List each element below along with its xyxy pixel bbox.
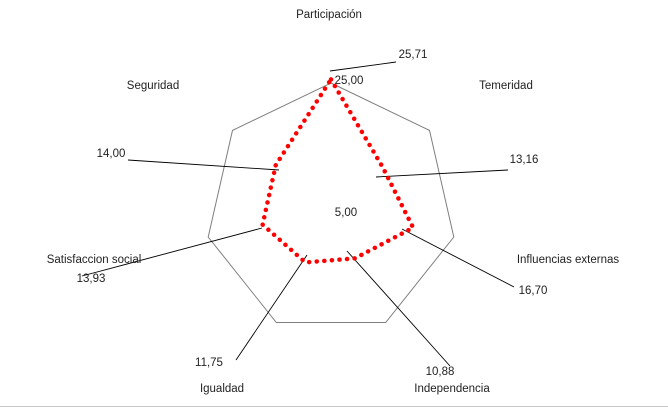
category-label-seguridad: Seguridad [127,80,179,92]
category-label-participacion: Participación [296,9,362,21]
leader-line-4 [235,254,308,361]
data-label-influencias-externas: 16,70 [519,285,548,297]
category-label-satisfaccion-social: Satisfaccion social [47,254,142,266]
leader-line-1 [375,169,509,178]
data-label-seguridad: 14,00 [97,148,126,160]
leader-line-2 [401,228,515,288]
data-label-temeridad: 13,16 [510,154,539,166]
data-label-participacion: 25,71 [399,49,428,61]
radar-grid-outer [207,82,455,323]
data-label-igualdad: 11,75 [195,357,223,369]
data-label-satisfaccion-social: 13,93 [77,273,106,285]
category-label-temeridad: Temeridad [479,80,533,92]
leader-line-6 [127,159,280,171]
category-label-influencias-externas: Influencias externas [517,254,620,266]
axis-tick-label-max: 25,00 [335,75,364,87]
leader-line-3 [346,250,451,367]
leader-line-5 [81,227,263,277]
series-line-valores [260,77,416,265]
data-label-independencia: 10,88 [426,366,455,378]
axis-tick-label-min: 5,00 [335,207,357,219]
category-label-igualdad: Igualdad [200,383,244,395]
leader-line-0 [329,61,397,72]
category-label-independencia: Independencia [414,383,490,395]
